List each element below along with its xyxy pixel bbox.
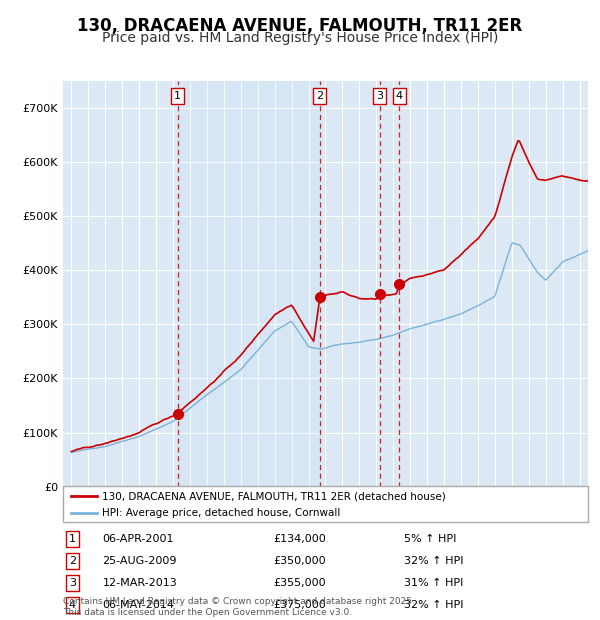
Text: 32% ↑ HPI: 32% ↑ HPI	[404, 600, 464, 610]
Text: £350,000: £350,000	[273, 556, 326, 566]
Text: 3: 3	[376, 91, 383, 101]
Text: 1: 1	[174, 91, 181, 101]
Text: 4: 4	[395, 91, 403, 101]
Text: 25-AUG-2009: 25-AUG-2009	[103, 556, 177, 566]
Text: 130, DRACAENA AVENUE, FALMOUTH, TR11 2ER: 130, DRACAENA AVENUE, FALMOUTH, TR11 2ER	[77, 17, 523, 35]
Text: 4: 4	[69, 600, 76, 610]
Text: HPI: Average price, detached house, Cornwall: HPI: Average price, detached house, Corn…	[103, 508, 341, 518]
Text: 2: 2	[316, 91, 323, 101]
Text: 5% ↑ HPI: 5% ↑ HPI	[404, 534, 457, 544]
Text: 1: 1	[69, 534, 76, 544]
Bar	[178, 81, 320, 487]
Text: £375,000: £375,000	[273, 600, 326, 610]
FancyBboxPatch shape	[63, 486, 588, 522]
Text: £134,000: £134,000	[273, 534, 326, 544]
Text: 06-APR-2001: 06-APR-2001	[103, 534, 174, 544]
Text: £355,000: £355,000	[273, 578, 326, 588]
Text: Price paid vs. HM Land Registry's House Price Index (HPI): Price paid vs. HM Land Registry's House …	[102, 31, 498, 45]
Text: Contains HM Land Registry data © Crown copyright and database right 2025.
This d: Contains HM Land Registry data © Crown c…	[63, 598, 415, 617]
Text: 2: 2	[69, 556, 76, 566]
Text: 32% ↑ HPI: 32% ↑ HPI	[404, 556, 464, 566]
Text: 31% ↑ HPI: 31% ↑ HPI	[404, 578, 464, 588]
Text: 3: 3	[69, 578, 76, 588]
Text: 12-MAR-2013: 12-MAR-2013	[103, 578, 177, 588]
Text: 130, DRACAENA AVENUE, FALMOUTH, TR11 2ER (detached house): 130, DRACAENA AVENUE, FALMOUTH, TR11 2ER…	[103, 491, 446, 501]
Text: 06-MAY-2014: 06-MAY-2014	[103, 600, 175, 610]
